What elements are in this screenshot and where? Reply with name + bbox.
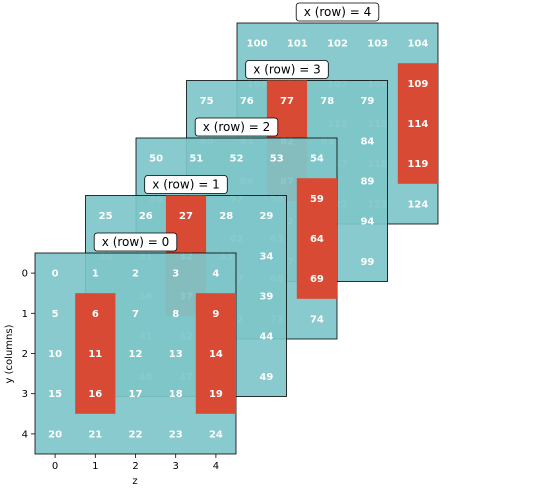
cell-value: 77 — [280, 96, 294, 107]
slice-label-box — [295, 2, 380, 22]
cell-value: 9 — [212, 309, 219, 320]
cell-value: 69 — [310, 274, 324, 285]
cell-value: 34 — [259, 251, 273, 262]
cell-value: 2 — [132, 269, 139, 280]
cell-value: 26 — [139, 211, 153, 222]
cell-value: 39 — [259, 292, 273, 303]
cell-value: 124 — [407, 199, 428, 210]
y-tick-label: 3 — [22, 389, 28, 400]
cell-value: 19 — [209, 389, 223, 400]
cell-value: 12 — [129, 349, 143, 360]
highlight-block — [397, 63, 438, 184]
slices-layer: 1001011021031041051061071081091101111121… — [34, 2, 439, 455]
cell-value: 3 — [172, 269, 179, 280]
cell-value: 15 — [48, 389, 62, 400]
cell-value: 99 — [360, 257, 374, 268]
cell-value: 76 — [240, 96, 254, 107]
y-tick-label: 2 — [22, 349, 28, 360]
cell-value: 27 — [179, 211, 193, 222]
cell-value: 114 — [407, 119, 428, 130]
highlight-block — [296, 178, 337, 299]
cell-value: 84 — [360, 136, 374, 147]
y-tick-label: 1 — [22, 309, 28, 320]
cell-value: 59 — [310, 194, 324, 205]
cell-value: 44 — [259, 332, 273, 343]
cell-value: 6 — [92, 309, 99, 320]
cell-value: 94 — [360, 217, 374, 228]
cell-value: 8 — [172, 309, 179, 320]
cell-value: 5 — [52, 309, 59, 320]
x-tick-label: 4 — [213, 461, 219, 472]
cell-value: 25 — [99, 211, 113, 222]
cell-value: 51 — [189, 154, 203, 165]
cell-value: 54 — [310, 154, 324, 165]
slice-label: x (row) = 3 — [253, 63, 320, 77]
x-tick-label: 3 — [173, 461, 179, 472]
highlight-block — [75, 293, 116, 414]
cell-value: 78 — [320, 96, 334, 107]
cell-value: 53 — [270, 154, 284, 165]
slice-label-box — [194, 117, 279, 137]
cell-value: 16 — [88, 389, 102, 400]
cell-value: 4 — [212, 269, 219, 280]
slice-label: x (row) = 1 — [152, 178, 219, 192]
cell-value: 28 — [219, 211, 233, 222]
cell-value: 11 — [88, 349, 102, 360]
cell-value: 74 — [310, 314, 324, 325]
cell-value: 0 — [52, 269, 59, 280]
cell-value: 52 — [230, 154, 244, 165]
cell-value: 13 — [169, 349, 183, 360]
cell-value: 10 — [48, 349, 62, 360]
cell-value: 7 — [132, 309, 139, 320]
slice-label-box — [144, 175, 228, 194]
cell-value: 20 — [48, 429, 62, 440]
cell-value: 1 — [92, 269, 99, 280]
cell-value: 17 — [129, 389, 143, 400]
x-axis-label: z — [132, 476, 137, 487]
cell-value: 101 — [287, 39, 308, 50]
y-tick-label: 4 — [22, 429, 28, 440]
cell-value: 23 — [169, 429, 183, 440]
slice-label: x (row) = 4 — [304, 5, 371, 19]
y-tick-label: 0 — [22, 269, 28, 280]
x-tick-label: 0 — [52, 461, 58, 472]
cell-value: 21 — [88, 429, 102, 440]
slice-label-box — [245, 60, 329, 79]
cell-value: 14 — [209, 349, 223, 360]
cell-value: 24 — [209, 429, 223, 440]
y-axis-label: y (columns) — [4, 324, 15, 383]
cell-value: 49 — [259, 372, 273, 383]
cell-value: 64 — [310, 234, 324, 245]
cell-value: 119 — [407, 159, 428, 170]
cell-value: 18 — [169, 389, 183, 400]
cell-value: 75 — [200, 96, 214, 107]
cell-value: 22 — [129, 429, 143, 440]
cell-value: 50 — [149, 154, 163, 165]
cell-value: 100 — [247, 39, 268, 50]
cell-value: 109 — [407, 79, 428, 90]
x-tick-label: 1 — [92, 461, 98, 472]
cell-value: 103 — [367, 39, 388, 50]
cell-value: 104 — [407, 39, 428, 50]
slice-label-box — [93, 232, 178, 252]
cell-value: 79 — [360, 96, 374, 107]
cell-value: 29 — [259, 211, 273, 222]
highlight-block — [195, 293, 236, 414]
cell-value: 89 — [360, 177, 374, 188]
cell-value: 102 — [327, 39, 348, 50]
slice-label: x (row) = 2 — [203, 120, 270, 134]
x-tick-label: 2 — [132, 461, 138, 472]
slice-label: x (row) = 0 — [102, 235, 169, 249]
